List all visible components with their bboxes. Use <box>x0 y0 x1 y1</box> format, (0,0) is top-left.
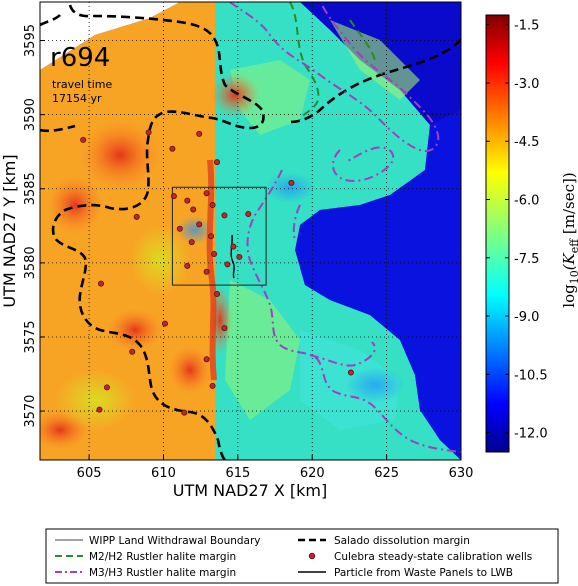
calibration-well <box>181 409 188 416</box>
m3-h3-halite-margin <box>229 2 461 453</box>
calibration-well <box>211 250 218 257</box>
legend-label-particle: Particle from Waste Panels to LWB <box>334 567 513 579</box>
legend-label-salado: Salado dissolution margin <box>334 535 470 547</box>
calibration-well <box>97 280 104 287</box>
calibration-well <box>214 159 221 166</box>
calibration-well <box>230 243 237 250</box>
y-tick-label: 3575 <box>23 320 38 353</box>
calibration-well <box>245 210 252 217</box>
travel-time-value: 17154 yr <box>52 92 102 105</box>
legend-label-m3h3: M3/H3 Rustler halite margin <box>89 567 236 579</box>
map-field <box>40 2 461 460</box>
calibration-well <box>221 212 228 219</box>
calibration-well <box>203 268 210 275</box>
legend-label-wells: Culebra steady-state calibration wells <box>334 551 532 563</box>
calibration-well <box>184 262 191 269</box>
calibration-well <box>288 179 295 186</box>
legend-label-wipp: WIPP Land Withdrawal Boundary <box>89 535 261 547</box>
legend-label-m2h2: M2/H2 Rustler halite margin <box>89 551 236 563</box>
y-axis-ticks: 3570 3575 3580 3585 3590 3595 <box>23 24 45 428</box>
calibration-well <box>129 348 136 355</box>
wipp-land-withdrawal-boundary <box>171 186 267 286</box>
m2-h2-halite-margin <box>289 2 376 121</box>
particle-path <box>230 234 235 279</box>
calibration-well <box>203 190 210 197</box>
calibration-well <box>236 253 243 260</box>
x-tick-label: 605 <box>77 466 102 481</box>
travel-time-label: travel time <box>52 78 112 91</box>
calibration-well <box>80 136 87 143</box>
legend-swatch-wells <box>308 552 316 560</box>
plot-frame <box>39 1 462 461</box>
x-tick-label: 620 <box>300 466 325 481</box>
y-tick-label: 3590 <box>23 98 38 131</box>
calibration-well <box>221 325 228 332</box>
calibration-well <box>103 384 110 391</box>
panel-label: r694 <box>50 43 110 73</box>
x-tick-label: 610 <box>151 466 176 481</box>
calibration-well <box>184 197 191 204</box>
y-tick-label: 3585 <box>23 172 38 205</box>
calibration-well <box>214 290 221 297</box>
calibration-well <box>209 382 216 389</box>
x-tick-label: 615 <box>225 466 250 481</box>
y-axis-label: UTM NAD27 Y [km] <box>0 154 19 307</box>
colorbar-tick-label: -3.0 <box>514 77 539 92</box>
calibration-well <box>209 202 216 209</box>
calibration-well <box>96 406 103 413</box>
colorbar-tick-label: -7.5 <box>514 252 539 267</box>
x-tick-label: 625 <box>374 466 399 481</box>
colorbar-tick-label: -9.0 <box>514 310 539 325</box>
x-axis-label: UTM NAD27 X [km] <box>173 481 327 500</box>
calibration-well <box>208 233 215 240</box>
calibration-well <box>188 239 195 246</box>
colorbar-tick-label: -4.5 <box>514 135 539 150</box>
colorbar-label: log10(Keff [m/sec]) <box>560 172 578 307</box>
x-tick-label: 630 <box>449 466 474 481</box>
calibration-well <box>196 221 203 228</box>
colorbar-tick-label: -12.0 <box>514 427 548 442</box>
colorbar-tick-label: -10.5 <box>514 368 548 383</box>
calibration-well <box>145 129 152 136</box>
y-tick-label: 3595 <box>23 24 38 57</box>
calibration-well <box>203 356 210 363</box>
y-tick-label: 3580 <box>23 246 38 279</box>
colorbar-tick-label: -6.0 <box>514 194 539 209</box>
calibration-wells <box>80 129 354 416</box>
legend: WIPP Land Withdrawal Boundary M2/H2 Rust… <box>45 528 559 584</box>
calibration-well <box>190 206 197 213</box>
calibration-well <box>170 193 177 200</box>
calibration-well <box>133 213 140 220</box>
x-axis-ticks: 605 610 615 620 625 630 <box>77 455 474 481</box>
calibration-well <box>176 225 183 232</box>
salado-dissolution-margin <box>40 4 461 460</box>
colorbar <box>485 14 510 453</box>
colorbar-ticks: -1.5 -3.0 -4.5 -6.0 -7.5 -9.0 -10.5 -12.0 <box>486 19 548 442</box>
calibration-well <box>224 261 231 268</box>
colorbar-tick-label: -1.5 <box>514 19 539 34</box>
calibration-well <box>161 320 168 327</box>
calibration-well <box>169 145 176 152</box>
y-tick-label: 3570 <box>23 395 38 428</box>
calibration-well <box>196 130 203 137</box>
calibration-well <box>347 369 354 376</box>
